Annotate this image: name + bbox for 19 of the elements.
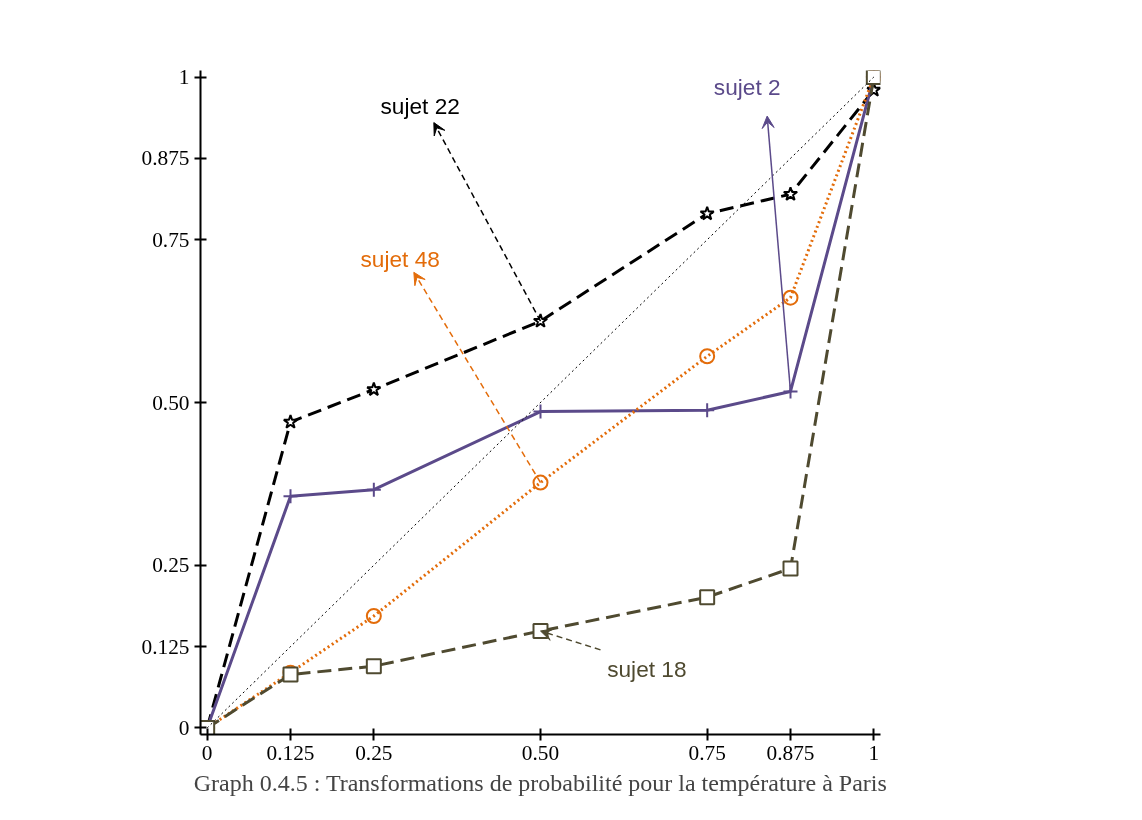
text: sujet 48 bbox=[360, 246, 440, 273]
x-tick-label: 0.75 bbox=[688, 740, 726, 765]
y-tick-label: 0.75 bbox=[152, 227, 190, 252]
y-tick-label: 0.25 bbox=[152, 553, 190, 578]
x-tick-label: 0 bbox=[201, 740, 213, 765]
x-tick-label: 0.875 bbox=[766, 740, 815, 765]
x-tick-label: 0.25 bbox=[355, 740, 393, 765]
x-tick-label: 0.50 bbox=[521, 740, 560, 765]
y-tick-label: 0.50 bbox=[152, 390, 190, 415]
x-tick-label: 0.125 bbox=[266, 740, 315, 765]
caption: Graph 0.4.5 : Transformations de probabilité pour la température à Paris bbox=[193, 769, 887, 796]
y-tick-label: 0.125 bbox=[141, 634, 190, 659]
x-tick-label: 1 bbox=[868, 740, 880, 765]
y-tick-label: 0 bbox=[178, 715, 190, 740]
text: sujet 22 bbox=[380, 93, 460, 120]
series-label: sujet 18 bbox=[607, 656, 687, 683]
y-tick-label: 0.875 bbox=[141, 146, 190, 171]
text: sujet 2 bbox=[713, 73, 781, 100]
y-tick-label: 1 bbox=[178, 65, 190, 90]
